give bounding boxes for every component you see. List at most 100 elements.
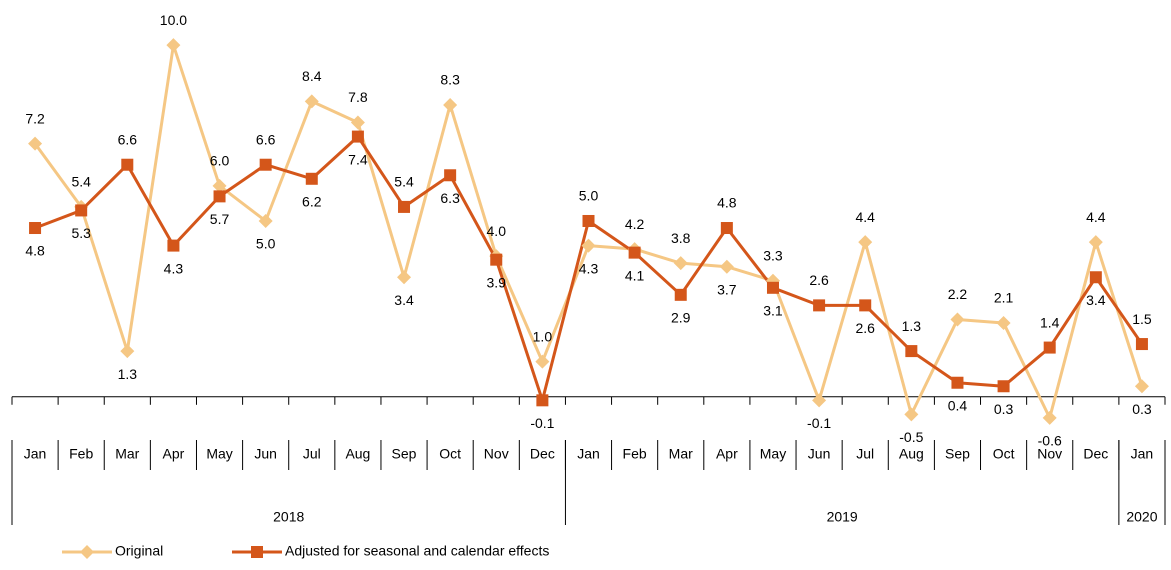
marker xyxy=(259,158,272,171)
marker xyxy=(166,38,181,53)
marker xyxy=(213,190,226,203)
value-label: 3.4 xyxy=(394,292,414,308)
marker xyxy=(766,281,779,294)
x-tick-label: Jul xyxy=(303,446,321,462)
value-label: 6.2 xyxy=(302,193,322,209)
value-label: 6.6 xyxy=(118,131,138,147)
marker xyxy=(997,380,1010,393)
x-tick-label: Feb xyxy=(623,446,647,462)
marker xyxy=(1042,410,1057,425)
marker xyxy=(812,393,827,408)
value-label: 5.4 xyxy=(71,174,91,190)
value-label: 1.4 xyxy=(1040,314,1060,330)
marker xyxy=(304,94,319,109)
marker xyxy=(628,246,641,259)
value-label: 7.8 xyxy=(348,89,368,105)
value-label: 4.8 xyxy=(25,243,45,259)
value-label: 5.4 xyxy=(394,174,414,190)
x-tick-label: Jan xyxy=(1131,446,1154,462)
marker xyxy=(167,239,180,252)
group-label: 2018 xyxy=(273,509,304,525)
series-line xyxy=(33,43,1144,420)
group-label: 2019 xyxy=(827,509,858,525)
value-label: 5.0 xyxy=(256,236,276,252)
legend-label: Original xyxy=(115,543,163,559)
value-label: 10.0 xyxy=(160,12,187,28)
value-label: -0.1 xyxy=(807,415,831,431)
value-label: 0.3 xyxy=(994,401,1014,417)
value-label: 4.2 xyxy=(625,216,645,232)
value-label: 0.4 xyxy=(948,397,968,413)
marker xyxy=(719,259,734,274)
value-label: 1.3 xyxy=(902,318,922,334)
x-tick-label: Jun xyxy=(254,446,277,462)
value-label: 4.0 xyxy=(487,223,507,239)
x-tick-label: Jun xyxy=(808,446,831,462)
value-label: -0.5 xyxy=(899,429,923,445)
value-label: 4.3 xyxy=(164,260,184,276)
value-label: 3.1 xyxy=(763,302,783,318)
marker xyxy=(858,235,873,250)
value-label: 1.5 xyxy=(1132,311,1152,327)
marker xyxy=(444,169,457,182)
value-label: 4.4 xyxy=(1086,209,1106,225)
value-label: 5.7 xyxy=(210,211,230,227)
marker xyxy=(398,200,411,213)
marker xyxy=(905,345,918,358)
value-label: 6.0 xyxy=(210,153,230,169)
marker xyxy=(582,214,595,227)
x-tick-label: Oct xyxy=(993,446,1015,462)
marker xyxy=(1088,235,1103,250)
value-label: 8.3 xyxy=(440,72,460,88)
value-label: 2.9 xyxy=(671,310,691,326)
value-label: 5.0 xyxy=(579,188,599,204)
marker xyxy=(1135,338,1148,351)
value-label: -0.6 xyxy=(1038,433,1062,449)
value-label: 4.3 xyxy=(579,260,599,276)
marker xyxy=(350,115,365,130)
value-label: 3.3 xyxy=(763,247,783,263)
marker xyxy=(351,130,364,143)
value-label: 6.6 xyxy=(256,131,276,147)
marker xyxy=(212,178,227,193)
value-label: 7.2 xyxy=(25,110,45,126)
value-label: 2.1 xyxy=(994,290,1014,306)
legend-marker xyxy=(80,545,94,559)
marker xyxy=(1089,271,1102,284)
value-label: 3.8 xyxy=(671,230,691,246)
x-tick-label: Oct xyxy=(439,446,461,462)
x-tick-label: Feb xyxy=(69,446,93,462)
value-label: 2.2 xyxy=(948,286,968,302)
value-label: 5.3 xyxy=(71,225,91,241)
value-label: 4.8 xyxy=(717,195,737,211)
value-label: 7.4 xyxy=(348,151,368,167)
value-label: 2.6 xyxy=(855,320,875,336)
x-tick-label: Apr xyxy=(716,446,738,462)
marker xyxy=(75,204,88,217)
marker xyxy=(397,270,412,285)
marker xyxy=(720,222,733,235)
value-label: -0.1 xyxy=(530,415,554,431)
x-tick-label: Aug xyxy=(345,446,370,462)
x-tick-label: Mar xyxy=(669,446,693,462)
x-tick-label: May xyxy=(206,446,232,462)
marker xyxy=(859,299,872,312)
group-label: 2020 xyxy=(1126,509,1157,525)
marker xyxy=(1134,379,1149,394)
value-label: 6.3 xyxy=(440,190,460,206)
marker xyxy=(904,407,919,422)
value-label: 4.1 xyxy=(625,267,645,283)
x-tick-label: Aug xyxy=(899,446,924,462)
marker xyxy=(535,354,550,369)
value-label: 3.9 xyxy=(487,274,507,290)
value-label: 3.7 xyxy=(717,281,737,297)
marker xyxy=(813,299,826,312)
x-tick-label: Dec xyxy=(1083,446,1108,462)
value-label: 1.3 xyxy=(118,366,138,382)
marker xyxy=(121,158,134,171)
value-label: 2.6 xyxy=(809,272,829,288)
legend-label: Adjusted for seasonal and calendar effec… xyxy=(285,543,549,559)
marker xyxy=(443,97,458,112)
legend-marker xyxy=(251,546,263,558)
x-tick-label: Jan xyxy=(577,446,600,462)
